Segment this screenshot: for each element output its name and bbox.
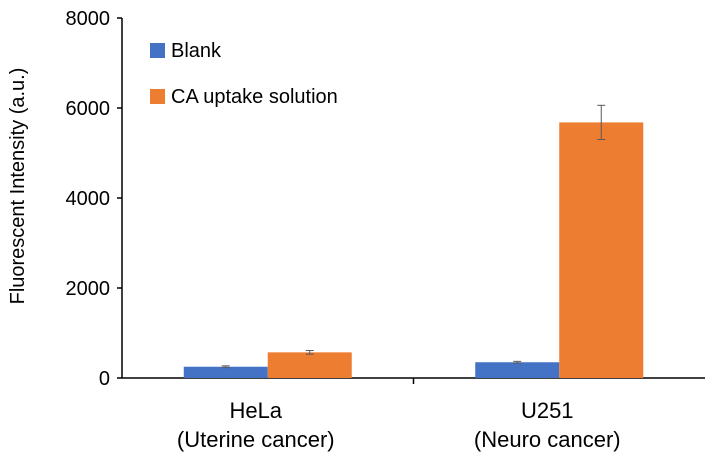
x-category-label-line1: HeLa [229,398,282,423]
legend-swatch-0 [150,43,165,58]
x-category-labels: HeLa (Uterine cancer) U251 (Neuro cancer) [177,398,621,452]
x-category-label-line1: U251 [521,398,574,423]
y-tick-labels: 0 2000 4000 6000 8000 [66,8,111,390]
bar-blank-0 [183,366,268,378]
legend-label-1: CA uptake solution [171,86,338,108]
y-tick-label: 6000 [66,98,111,120]
y-axis-label: Fluorescent Intensity (a.u.) [7,68,29,305]
error-bars [221,104,606,369]
legend-label-0: Blank [171,40,222,62]
bar-blank-1 [475,362,560,378]
chart-legend: Blank CA uptake solution [150,40,338,108]
y-tick-label: 8000 [66,8,111,30]
bar-ca-uptake-1 [559,122,644,379]
legend-swatch-1 [150,89,165,104]
x-category-label-line2: (Uterine cancer) [177,427,335,452]
x-category-label-line2: (Neuro cancer) [474,427,621,452]
y-tick-label: 4000 [66,188,111,210]
chart-bars [183,122,644,379]
bar-ca-uptake-0 [267,352,352,378]
y-tick-label: 2000 [66,278,111,300]
y-tick-label: 0 [99,368,110,390]
